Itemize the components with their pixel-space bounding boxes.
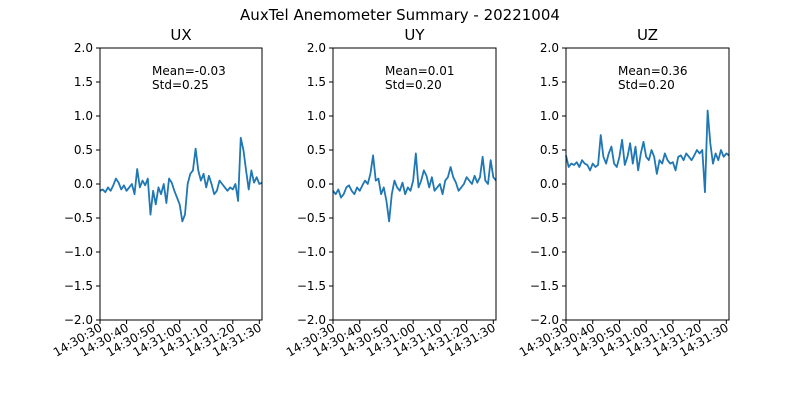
y-tick-label: −1.5 bbox=[297, 279, 326, 293]
y-tick-label: 1.0 bbox=[74, 109, 93, 123]
series-line bbox=[99, 136, 263, 223]
mean-annotation: Mean=-0.03 bbox=[152, 64, 226, 78]
y-tick-label: −1.5 bbox=[64, 279, 93, 293]
subplot-title: UX bbox=[170, 26, 191, 44]
y-tick-label: 1.5 bbox=[307, 75, 326, 89]
figure-title: AuxTel Anemometer Summary - 20221004 bbox=[240, 6, 560, 24]
series-line bbox=[332, 152, 497, 223]
y-tick-label: −1.5 bbox=[530, 279, 559, 293]
y-tick-label: 2.0 bbox=[540, 41, 559, 55]
y-tick-label: 0.5 bbox=[74, 143, 93, 157]
y-tick-label: −2.0 bbox=[530, 313, 559, 327]
y-tick-label: 0.5 bbox=[307, 143, 326, 157]
y-tick-label: 1.0 bbox=[540, 109, 559, 123]
subplot-title: UZ bbox=[637, 26, 658, 44]
y-tick-label: 0.0 bbox=[74, 177, 93, 191]
subplot-title: UY bbox=[404, 26, 425, 44]
y-tick-label: −1.0 bbox=[530, 245, 559, 259]
y-tick-label: −1.0 bbox=[297, 245, 326, 259]
y-tick-label: 1.5 bbox=[540, 75, 559, 89]
y-tick-label: 0.0 bbox=[540, 177, 559, 191]
y-tick-label: −0.5 bbox=[64, 211, 93, 225]
y-tick-label: 1.0 bbox=[307, 109, 326, 123]
y-tick-label: 1.5 bbox=[74, 75, 93, 89]
mean-annotation: Mean=0.01 bbox=[385, 64, 454, 78]
y-tick-label: 2.0 bbox=[307, 41, 326, 55]
std-annotation: Std=0.20 bbox=[618, 78, 675, 92]
y-tick-label: 0.0 bbox=[307, 177, 326, 191]
y-tick-label: −2.0 bbox=[297, 313, 326, 327]
mean-annotation: Mean=0.36 bbox=[618, 64, 687, 78]
series-line bbox=[565, 109, 730, 194]
y-tick-label: 0.5 bbox=[540, 143, 559, 157]
y-tick-label: −1.0 bbox=[64, 245, 93, 259]
y-tick-label: −2.0 bbox=[64, 313, 93, 327]
y-tick-label: 2.0 bbox=[74, 41, 93, 55]
std-annotation: Std=0.25 bbox=[152, 78, 209, 92]
std-annotation: Std=0.20 bbox=[385, 78, 442, 92]
y-tick-label: −0.5 bbox=[530, 211, 559, 225]
y-tick-label: −0.5 bbox=[297, 211, 326, 225]
